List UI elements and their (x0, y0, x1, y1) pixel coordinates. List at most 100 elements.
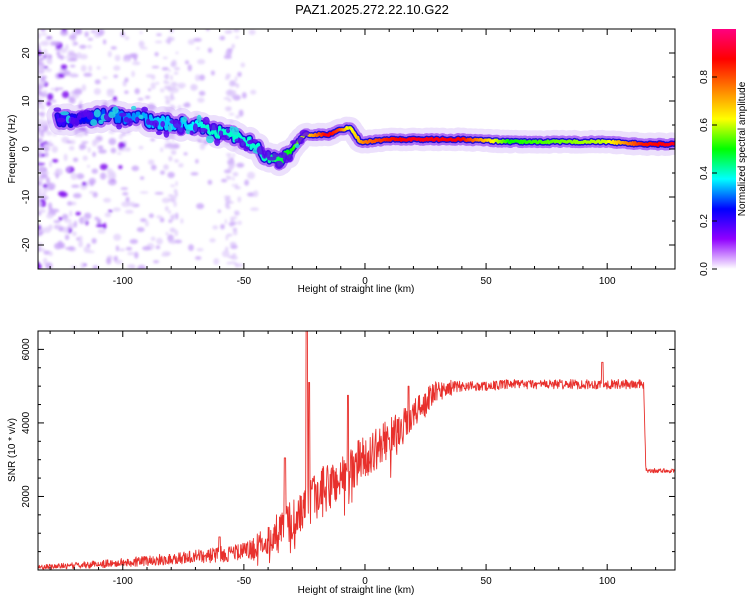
spectrogram-speckle (223, 97, 230, 100)
spectrogram-speckle (159, 217, 165, 223)
spectrogram-speckle (150, 236, 156, 241)
spectrogram-speckle (127, 251, 135, 256)
spectrogram-speckle (229, 224, 233, 228)
spectrogram-x-tick-label: -100 (113, 276, 133, 287)
spectrogram-speckle (220, 224, 225, 230)
spectrogram-y-tick-label: 0 (21, 146, 32, 152)
spectrogram-speckle (62, 226, 70, 234)
colorbar-gradient (712, 29, 736, 269)
spectrogram-speckle (177, 82, 186, 89)
spectrogram-speckle (183, 152, 188, 156)
spectrogram-x-tick-label: 0 (362, 276, 368, 287)
spectrogram-speckle (67, 246, 75, 251)
spectrogram-speckle (128, 53, 136, 58)
spectrogram-speckle (73, 193, 82, 199)
spectrogram-speckle (217, 209, 221, 213)
spectrogram-speckle (40, 32, 48, 36)
spectrogram-speckle (92, 151, 96, 157)
spectrogram-speckle (70, 73, 77, 77)
ridge-blob (299, 129, 310, 137)
spectrogram-speckle (44, 151, 49, 158)
spectrogram-speckle (156, 215, 163, 219)
spectrogram-speckle (63, 153, 68, 161)
ridge-blob (239, 140, 247, 149)
spectrogram-speckle (45, 54, 50, 58)
spectrogram-speckle (122, 58, 131, 62)
spectrogram-speckle (167, 171, 175, 179)
spectrogram-speckle (230, 93, 238, 99)
spectrogram-speckle (48, 161, 53, 168)
spectrogram-speckle (170, 86, 176, 90)
spectrogram-speckle (56, 50, 61, 56)
ridge-blob (56, 117, 66, 123)
spectrogram-speckle (124, 77, 129, 83)
spectrogram-speckle (225, 153, 232, 157)
spectrogram-speckle (38, 181, 42, 186)
spectrogram-speckle (154, 52, 159, 57)
spectrogram-speckle (164, 85, 170, 90)
spectrogram-speckle (58, 226, 65, 232)
spectrogram-speckle (38, 166, 47, 174)
spectrogram-speckle (229, 29, 232, 34)
spectrogram-speckle (197, 59, 206, 65)
ridge-blob (93, 109, 101, 118)
spectrogram-speckle (70, 139, 76, 145)
spectrogram-speckle (106, 168, 113, 175)
spectrogram-speckle (144, 220, 149, 227)
spectrogram-speckle (42, 195, 49, 200)
spectrogram-speckle (188, 244, 194, 252)
spectrogram-speckle (237, 71, 242, 77)
spectrogram-speckle (187, 39, 195, 45)
spectrogram-speckle (72, 231, 77, 237)
spectrogram-speckle (40, 40, 50, 46)
spectrogram-speckle (168, 85, 172, 90)
spectrogram-speckle (199, 142, 206, 151)
spectrogram-speckle (198, 90, 206, 96)
spectrogram-speckle (118, 165, 123, 170)
spectrogram-speckle (121, 147, 126, 152)
spectrogram-speckle (108, 209, 113, 213)
spectrogram-speckle (60, 30, 69, 36)
ridge-blob (173, 120, 182, 129)
spectrogram-speckle (224, 197, 229, 201)
spectrogram-speckle (38, 91, 43, 95)
spectrogram-speckle (160, 147, 164, 153)
spectrogram-speckle (122, 192, 129, 196)
spectrogram-speckle (43, 250, 51, 255)
spectrogram-speckle (144, 95, 151, 99)
colorbar-tick-label: 0.4 (699, 166, 710, 180)
spectrogram-speckle (166, 81, 170, 85)
ridge-blob (202, 116, 210, 125)
spectrogram-speckle (154, 40, 163, 44)
spectrogram-speckle (58, 217, 63, 221)
spectrogram-speckle (96, 219, 101, 226)
spectrogram-speckle (156, 237, 163, 245)
spectrogram-speckle (113, 65, 121, 71)
spectrogram-y-tick-label: -20 (21, 237, 32, 252)
spectrogram-speckle (48, 251, 53, 257)
spectrogram-speckle (48, 140, 52, 147)
spectrogram-speckle (40, 173, 48, 179)
spectrogram-speckle (42, 183, 48, 189)
spectrogram-speckle (173, 67, 181, 71)
spectrogram-speckle (155, 245, 161, 250)
spectrogram-speckle (41, 128, 47, 133)
spectrogram-speckle (84, 129, 89, 136)
spectrogram-speckle (225, 73, 231, 79)
spectrogram-speckle (70, 265, 77, 269)
snr-panel: -100 -50 0 50 100 2000 4000 6000 Height of stra… (7, 330, 676, 596)
spectrogram-speckle (112, 207, 121, 212)
spectrogram-speckle (235, 36, 240, 39)
spectrogram-speckle (83, 72, 93, 77)
ridge-blob (272, 152, 279, 158)
spectrogram-speckle (227, 98, 232, 102)
spectrogram-speckle (71, 184, 80, 188)
spectrogram-speckle (45, 37, 53, 41)
spectrogram-speckle (197, 97, 205, 103)
spectrogram-speckle (57, 240, 63, 248)
spectrogram-speckle (138, 145, 144, 150)
spectrogram-speckle (86, 165, 91, 168)
spectrogram-speckle (160, 170, 165, 175)
spectrogram-speckle (41, 90, 48, 94)
